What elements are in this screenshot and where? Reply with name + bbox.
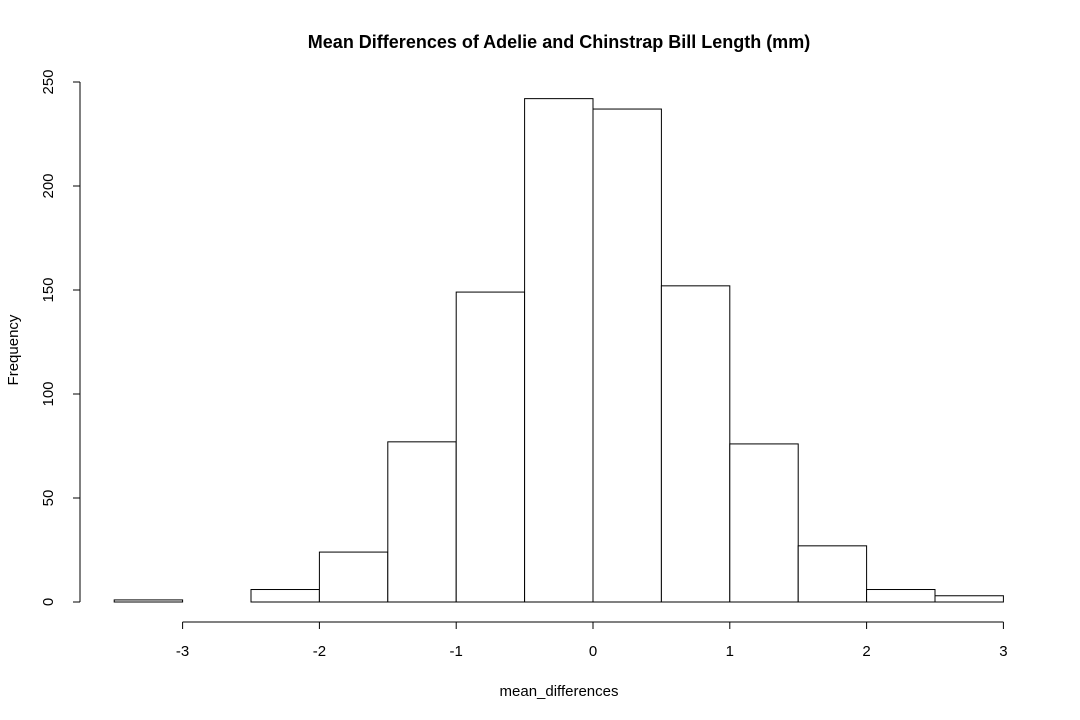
y-tick-label: 250 <box>40 69 57 94</box>
x-tick-label: 2 <box>862 643 870 660</box>
y-tick-label: 50 <box>40 490 57 507</box>
histogram-bar <box>318 551 389 603</box>
x-axis-label: mean_differences <box>500 683 619 700</box>
histogram-bar <box>660 285 731 603</box>
y-tick-label: 0 <box>40 598 57 606</box>
x-tick-label: -2 <box>313 643 326 660</box>
y-tick-label: 150 <box>40 277 57 302</box>
y-axis: 0 50 100 150 200 250 <box>40 69 81 606</box>
x-tick-label: 1 <box>726 643 734 660</box>
y-tick-label: 100 <box>40 381 57 406</box>
histogram-bar <box>524 98 594 603</box>
x-tick-label: -1 <box>450 643 463 660</box>
x-axis: -3 -2 -1 0 1 2 3 <box>176 621 1008 660</box>
chart-title: Mean Differences of Adelie and Chinstrap… <box>308 32 810 52</box>
histogram-bar <box>387 441 457 603</box>
histogram-bar <box>250 589 320 603</box>
histogram-bar <box>797 545 868 603</box>
histogram-bar <box>934 595 1004 603</box>
histogram-bar <box>866 589 936 603</box>
histogram-bar <box>455 291 526 603</box>
x-tick-label: 0 <box>589 643 597 660</box>
bars-group <box>113 98 1004 603</box>
y-axis-label: Frequency <box>5 314 22 385</box>
y-tick-label: 200 <box>40 173 57 198</box>
x-tick-label: 3 <box>999 643 1007 660</box>
histogram-bar <box>592 108 662 603</box>
histogram-bar <box>729 443 799 603</box>
histogram-bar <box>113 599 184 603</box>
x-tick-label: -3 <box>176 643 189 660</box>
